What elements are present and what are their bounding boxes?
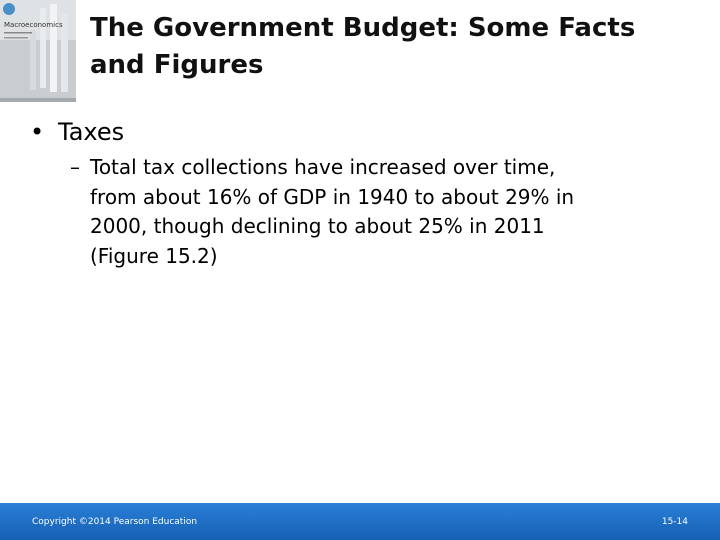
cover-title: Macroeconomics [4, 21, 63, 29]
sub-bullet-dash: – [70, 155, 80, 179]
sub-line: (Figure 15.2) [90, 243, 218, 268]
page-number: 15-14 [661, 517, 688, 527]
title-line: The Government Budget: Some Facts [90, 13, 636, 43]
copyright: Copyright ©2014 Pearson Education [32, 517, 198, 527]
bullet-dot: • [30, 118, 45, 146]
book-cover: Macroeconomics [0, 0, 76, 102]
slide-title: The Government Budget: Some Facts and Fi… [90, 10, 635, 84]
footer-bar: Copyright ©2014 Pearson Education 15-14 [0, 503, 720, 540]
sub-bullet-text: Total tax collections have increased ove… [90, 153, 574, 271]
bullet: • Taxes [30, 115, 124, 149]
sub-line: from about 16% of GDP in 1940 to about 2… [90, 184, 575, 209]
bullet-text: Taxes [58, 118, 125, 146]
sub-line: 2000, though declining to about 25% in 2… [90, 214, 545, 238]
title-line: and Figures [90, 50, 264, 80]
sub-line: Total tax collections have increased ove… [90, 155, 556, 179]
